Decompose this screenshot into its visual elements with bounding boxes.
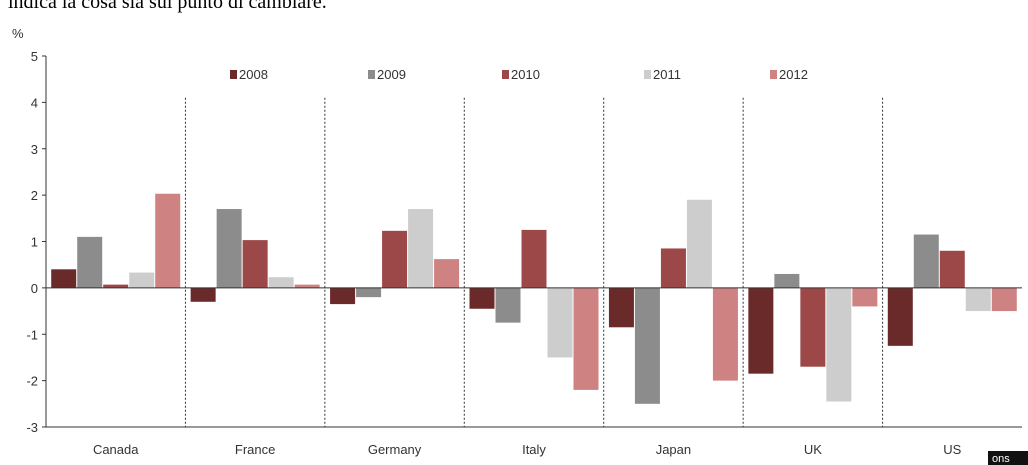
bar-2008-uk: [748, 287, 774, 374]
y-tick-label: 2: [31, 188, 38, 203]
bar-2010-uk: [800, 287, 826, 367]
bar-2008-canada: [51, 269, 77, 288]
x-category-label: Canada: [93, 442, 139, 457]
legend-entry-label: 2010: [511, 67, 540, 82]
bar-2012-italy: [573, 287, 599, 390]
bar-2009-italy: [495, 287, 521, 323]
y-axis-ticks: 5 4 3 2 1 0 -1 -2 -3: [26, 49, 46, 435]
bar-2012-uk: [852, 287, 878, 307]
bar-2009-canada: [77, 236, 103, 288]
bar-2012-france: [294, 284, 320, 288]
bars: [51, 193, 1017, 404]
bar-2009-germany: [356, 287, 382, 298]
legend-swatch: [368, 70, 375, 79]
bar-2010-us: [939, 250, 965, 288]
bar-2010-france: [242, 240, 268, 288]
y-tick-label: -2: [26, 374, 38, 389]
x-category-label: Germany: [368, 442, 422, 457]
legend-entry-label: 2012: [779, 67, 808, 82]
bar-2008-germany: [330, 287, 356, 305]
bar-2011-france: [268, 277, 294, 288]
bar-2010-canada: [103, 284, 129, 288]
bar-2009-us: [913, 234, 939, 288]
legend-entry-label: 2009: [377, 67, 406, 82]
bar-2011-germany: [408, 209, 434, 288]
legend-swatch: [230, 70, 237, 79]
y-tick-label: -1: [26, 327, 38, 342]
bar-2010-italy: [521, 229, 547, 288]
bar-2009-japan: [634, 287, 660, 404]
bar-2009-uk: [774, 273, 800, 288]
bar-2011-canada: [129, 272, 155, 288]
x-category-label: Japan: [656, 442, 691, 457]
x-axis-categories: Canada France Germany Italy Japan UK US: [93, 442, 962, 457]
bar-2012-japan: [712, 287, 738, 381]
x-category-label: UK: [804, 442, 822, 457]
legend: 2008 2009 2010 2011 2012: [230, 67, 808, 82]
bar-2012-canada: [155, 193, 181, 288]
y-tick-label: 4: [31, 95, 38, 110]
bar-2011-us: [965, 287, 991, 312]
bar-2012-germany: [434, 259, 460, 288]
clipped-header-text: indica la cosa sia sul punto di cambiare…: [8, 0, 327, 13]
y-tick-label: 0: [31, 281, 38, 296]
bar-2008-italy: [469, 287, 495, 309]
legend-entry-label: 2011: [653, 67, 681, 82]
legend-swatch: [770, 70, 777, 79]
legend-swatch: [644, 70, 651, 79]
x-category-label: Italy: [522, 442, 546, 457]
y-tick-label: 3: [31, 142, 38, 157]
y-tick-label: 1: [31, 235, 38, 250]
x-category-label: France: [235, 442, 275, 457]
bar-2011-uk: [826, 287, 852, 402]
bar-2010-japan: [660, 248, 686, 288]
bar-2008-france: [190, 287, 216, 302]
legend-swatch: [502, 70, 509, 79]
bar-2008-us: [887, 287, 913, 346]
bar-2011-italy: [547, 287, 573, 358]
bar-2010-germany: [382, 230, 408, 288]
legend-entry-label: 2008: [239, 67, 268, 82]
bar-2009-france: [216, 209, 242, 288]
x-category-label: US: [943, 442, 961, 457]
source-badge: ons: [988, 451, 1028, 465]
category-separators: [184, 97, 884, 427]
bar-2012-us: [991, 287, 1017, 312]
y-tick-label: 5: [31, 49, 38, 64]
bar-2008-japan: [608, 287, 634, 328]
y-tick-label: -3: [26, 420, 38, 435]
y-axis-unit-label: %: [12, 26, 24, 41]
bar-2011-japan: [686, 199, 712, 288]
